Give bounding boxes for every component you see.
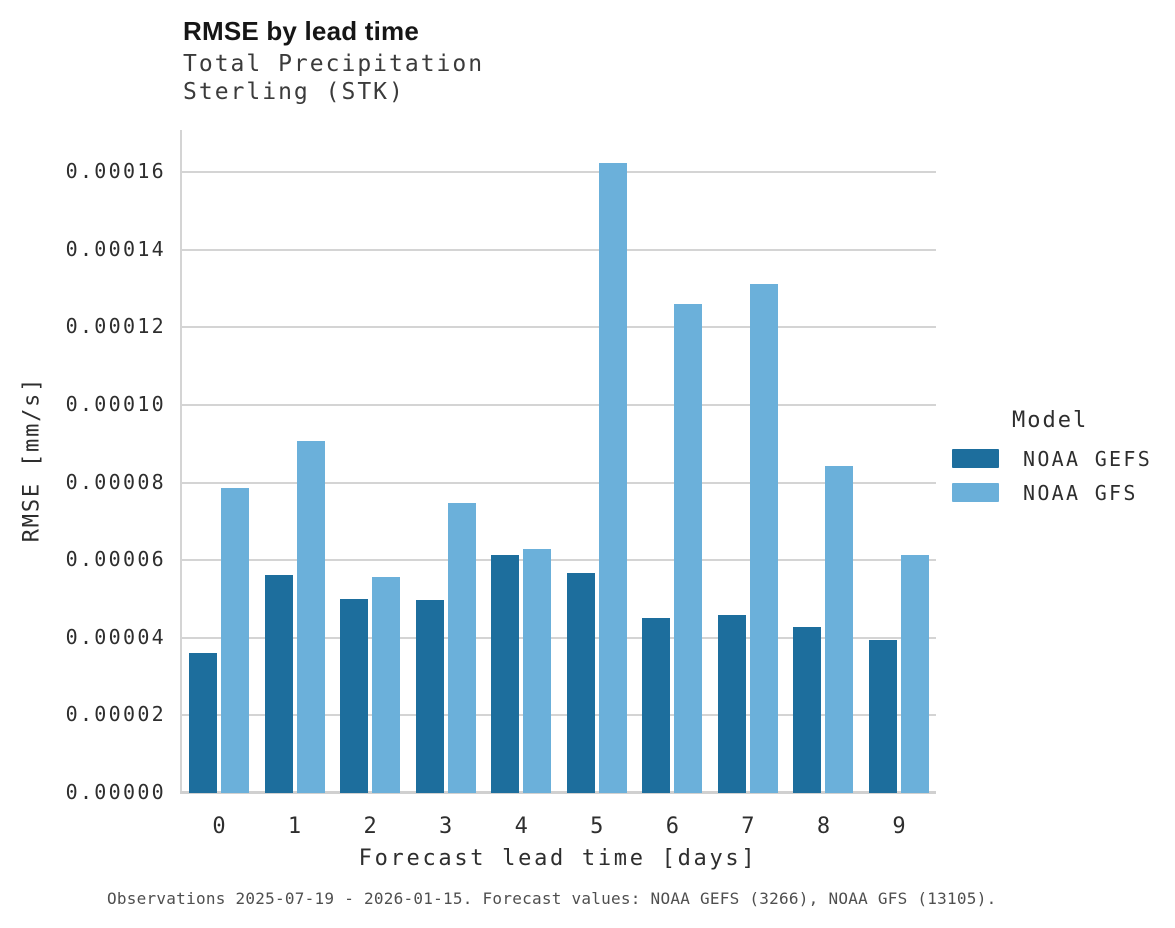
bar-noaa-gefs-8: [793, 626, 822, 793]
bar-noaa-gefs-9: [869, 640, 898, 793]
gridline: [180, 403, 936, 406]
chart-title: RMSE by lead time: [183, 16, 420, 46]
bar-noaa-gfs-3: [447, 502, 476, 793]
x-tick-label: 8: [816, 814, 831, 839]
plot-area: [180, 130, 936, 794]
legend-swatch-noaa-gfs: [952, 483, 999, 502]
gridline: [180, 326, 936, 329]
bar-noaa-gefs-3: [415, 599, 444, 793]
bar-noaa-gfs-5: [598, 163, 627, 793]
legend-label-noaa-gfs: NOAA GFS: [1023, 481, 1138, 505]
x-tick-label: 2: [363, 814, 377, 839]
legend: Model NOAA GEFS NOAA GFS: [952, 408, 1174, 517]
bar-noaa-gefs-4: [491, 555, 520, 793]
bar-noaa-gefs-7: [717, 614, 746, 793]
legend-swatch-noaa-gefs: [952, 449, 999, 468]
gridline: [180, 248, 936, 251]
bar-noaa-gfs-1: [296, 440, 325, 793]
bar-noaa-gefs-1: [264, 574, 293, 793]
legend-title: Model: [1012, 408, 1089, 433]
y-tick-label: 0.00000: [65, 780, 166, 804]
bar-noaa-gfs-7: [749, 283, 778, 793]
bar-noaa-gefs-2: [340, 598, 369, 793]
bar-noaa-gfs-2: [372, 576, 401, 793]
y-tick-label: 0.00008: [65, 469, 166, 494]
bar-noaa-gfs-8: [825, 466, 854, 793]
y-axis-spine: [180, 130, 182, 793]
legend-entry-noaa-gfs: NOAA GFS: [952, 481, 1174, 505]
x-tick-label: 7: [741, 814, 755, 839]
gridline: [180, 636, 936, 639]
x-axis-line: [180, 791, 936, 794]
footer-caption: Observations 2025-07-19 - 2026-01-15. Fo…: [107, 889, 997, 908]
x-tick-label: 0: [212, 814, 226, 839]
y-tick-label: 0.00002: [65, 702, 166, 727]
x-tick-label: 4: [514, 814, 528, 839]
bar-noaa-gefs-0: [189, 652, 217, 793]
chart-subtitle-station: Sterling (STK): [183, 79, 405, 105]
bar-noaa-gefs-6: [642, 618, 671, 793]
gridline: [180, 559, 936, 562]
y-tick-label: 0.00016: [65, 159, 166, 183]
y-tick-label: 0.00010: [65, 391, 166, 416]
chart-subtitle-variable: Total Precipitation: [183, 51, 485, 77]
bar-noaa-gfs-4: [523, 549, 552, 793]
bar-noaa-gefs-5: [566, 572, 595, 793]
x-axis-title: Forecast lead time [days]: [358, 846, 758, 871]
x-axis-tick-labels: 0 1 2 3 4 5 6 7 8 9: [180, 814, 936, 844]
y-axis-tick-labels: 0.00000 0.00002 0.00004 0.00006 0.00008 0.000…: [0, 130, 166, 804]
y-tick-label: 0.00014: [65, 236, 166, 261]
x-tick-label: 5: [590, 814, 604, 839]
x-tick-label: 1: [287, 814, 302, 839]
gridline: [180, 171, 936, 173]
bar-noaa-gfs-6: [674, 304, 703, 793]
bar-noaa-gfs-9: [901, 555, 930, 793]
gridline: [180, 481, 936, 484]
bar-noaa-gfs-0: [221, 488, 249, 793]
x-tick-label: 9: [892, 814, 906, 839]
x-tick-label: 6: [665, 814, 679, 839]
legend-entry-noaa-gefs: NOAA GEFS: [952, 447, 1174, 471]
x-tick-label: 3: [439, 814, 453, 839]
y-tick-label: 0.00006: [65, 547, 166, 572]
legend-label-noaa-gefs: NOAA GEFS: [1023, 447, 1153, 471]
gridline: [180, 714, 936, 717]
y-tick-label: 0.00012: [65, 314, 166, 339]
y-tick-label: 0.00004: [65, 624, 166, 649]
